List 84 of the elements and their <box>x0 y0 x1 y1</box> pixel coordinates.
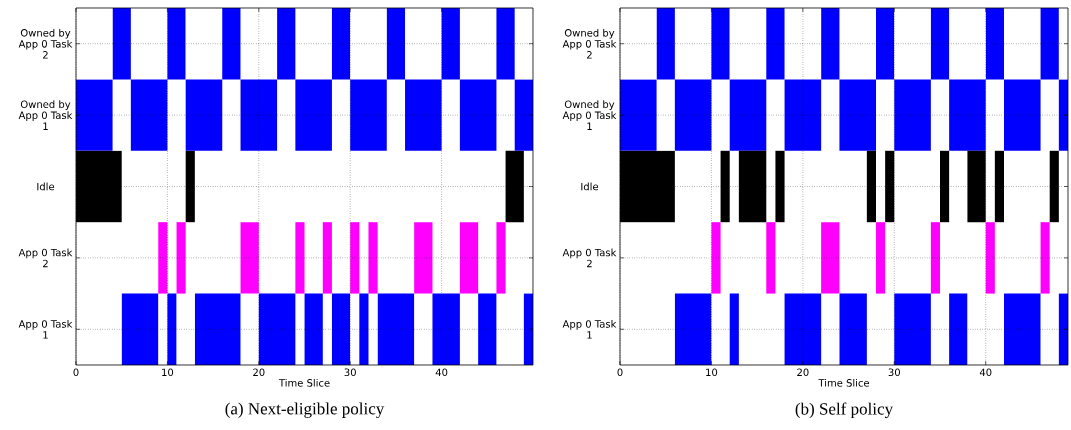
bar <box>167 293 177 365</box>
bar <box>130 79 168 151</box>
bar <box>1049 150 1059 223</box>
bar <box>985 7 1004 80</box>
y-tick-label: Idle <box>581 182 599 191</box>
bar <box>1003 79 1041 151</box>
bar <box>496 8 515 80</box>
x-tick-label: 0 <box>73 368 79 377</box>
bar <box>711 7 730 80</box>
bar <box>350 79 387 151</box>
y-tick-label: Owned by App 0 Task 2 <box>18 28 73 59</box>
bar <box>405 79 442 151</box>
bar <box>331 293 351 365</box>
bar <box>711 222 721 294</box>
bar <box>876 7 895 80</box>
bar <box>930 7 950 80</box>
bar <box>441 8 460 80</box>
bar <box>514 79 533 151</box>
x-tick-label: 30 <box>344 368 356 377</box>
bar <box>185 150 195 223</box>
bar <box>1040 7 1059 80</box>
text: (b) Self policy <box>795 402 894 419</box>
bar <box>240 79 278 151</box>
y-tick-label: Owned by App 0 Task 2 <box>562 28 617 59</box>
bar <box>784 293 822 365</box>
bar <box>656 7 675 80</box>
bar <box>277 8 296 80</box>
x-tick-label: 10 <box>162 368 174 377</box>
bar <box>839 79 876 151</box>
bar <box>222 8 241 80</box>
bar <box>894 79 931 151</box>
x-tick-label: 20 <box>253 368 265 377</box>
bar <box>359 293 369 365</box>
bar <box>194 293 241 365</box>
bar <box>674 79 712 151</box>
bar <box>377 293 415 365</box>
bar <box>821 222 840 294</box>
bar <box>949 293 968 365</box>
bar <box>784 79 822 151</box>
x-tick-label: 30 <box>888 368 900 377</box>
bar <box>894 293 931 365</box>
bar <box>496 222 506 294</box>
bar <box>766 222 776 294</box>
bar <box>930 222 940 294</box>
bar <box>295 79 332 151</box>
bar <box>766 7 785 80</box>
text: (a) Next-eligible policy <box>225 402 385 418</box>
bar <box>331 8 351 80</box>
bar <box>876 222 886 294</box>
bar <box>459 79 497 151</box>
bar <box>674 293 712 365</box>
bar <box>1040 222 1050 294</box>
x-tick-label: 10 <box>706 368 718 377</box>
bar <box>167 8 186 80</box>
y-tick-label: App 0 Task 1 <box>562 319 617 339</box>
x-axis-title: Time Slice <box>278 378 330 387</box>
bar <box>432 293 460 365</box>
y-tick-label: App 0 Task 2 <box>18 248 73 268</box>
x-axis-title: Time Slice <box>818 378 870 387</box>
bar <box>505 150 524 223</box>
bar <box>386 8 406 80</box>
x-tick-label: 40 <box>979 368 992 377</box>
bar <box>258 293 296 365</box>
y-tick-label: Owned by App 0 Task 1 <box>562 100 617 130</box>
x-tick-label: 40 <box>435 368 448 377</box>
bar <box>121 293 159 365</box>
y-tick-label: Idle <box>37 182 55 191</box>
y-tick-label: Owned by App 0 Task 1 <box>18 100 73 130</box>
bar <box>985 222 995 294</box>
y-tick-label: App 0 Task 2 <box>562 248 617 268</box>
bar <box>620 79 657 151</box>
bar <box>185 79 223 151</box>
bar <box>76 79 113 151</box>
bar <box>821 7 840 80</box>
bar <box>949 79 986 151</box>
y-tick-label: App 0 Task 1 <box>18 319 73 339</box>
bar <box>1003 293 1041 365</box>
x-tick-label: 0 <box>617 368 623 377</box>
bar <box>729 293 739 365</box>
bar <box>729 79 767 151</box>
bar <box>839 293 867 365</box>
x-tick-label: 20 <box>797 368 809 377</box>
bar <box>112 8 131 80</box>
bar <box>304 293 323 365</box>
